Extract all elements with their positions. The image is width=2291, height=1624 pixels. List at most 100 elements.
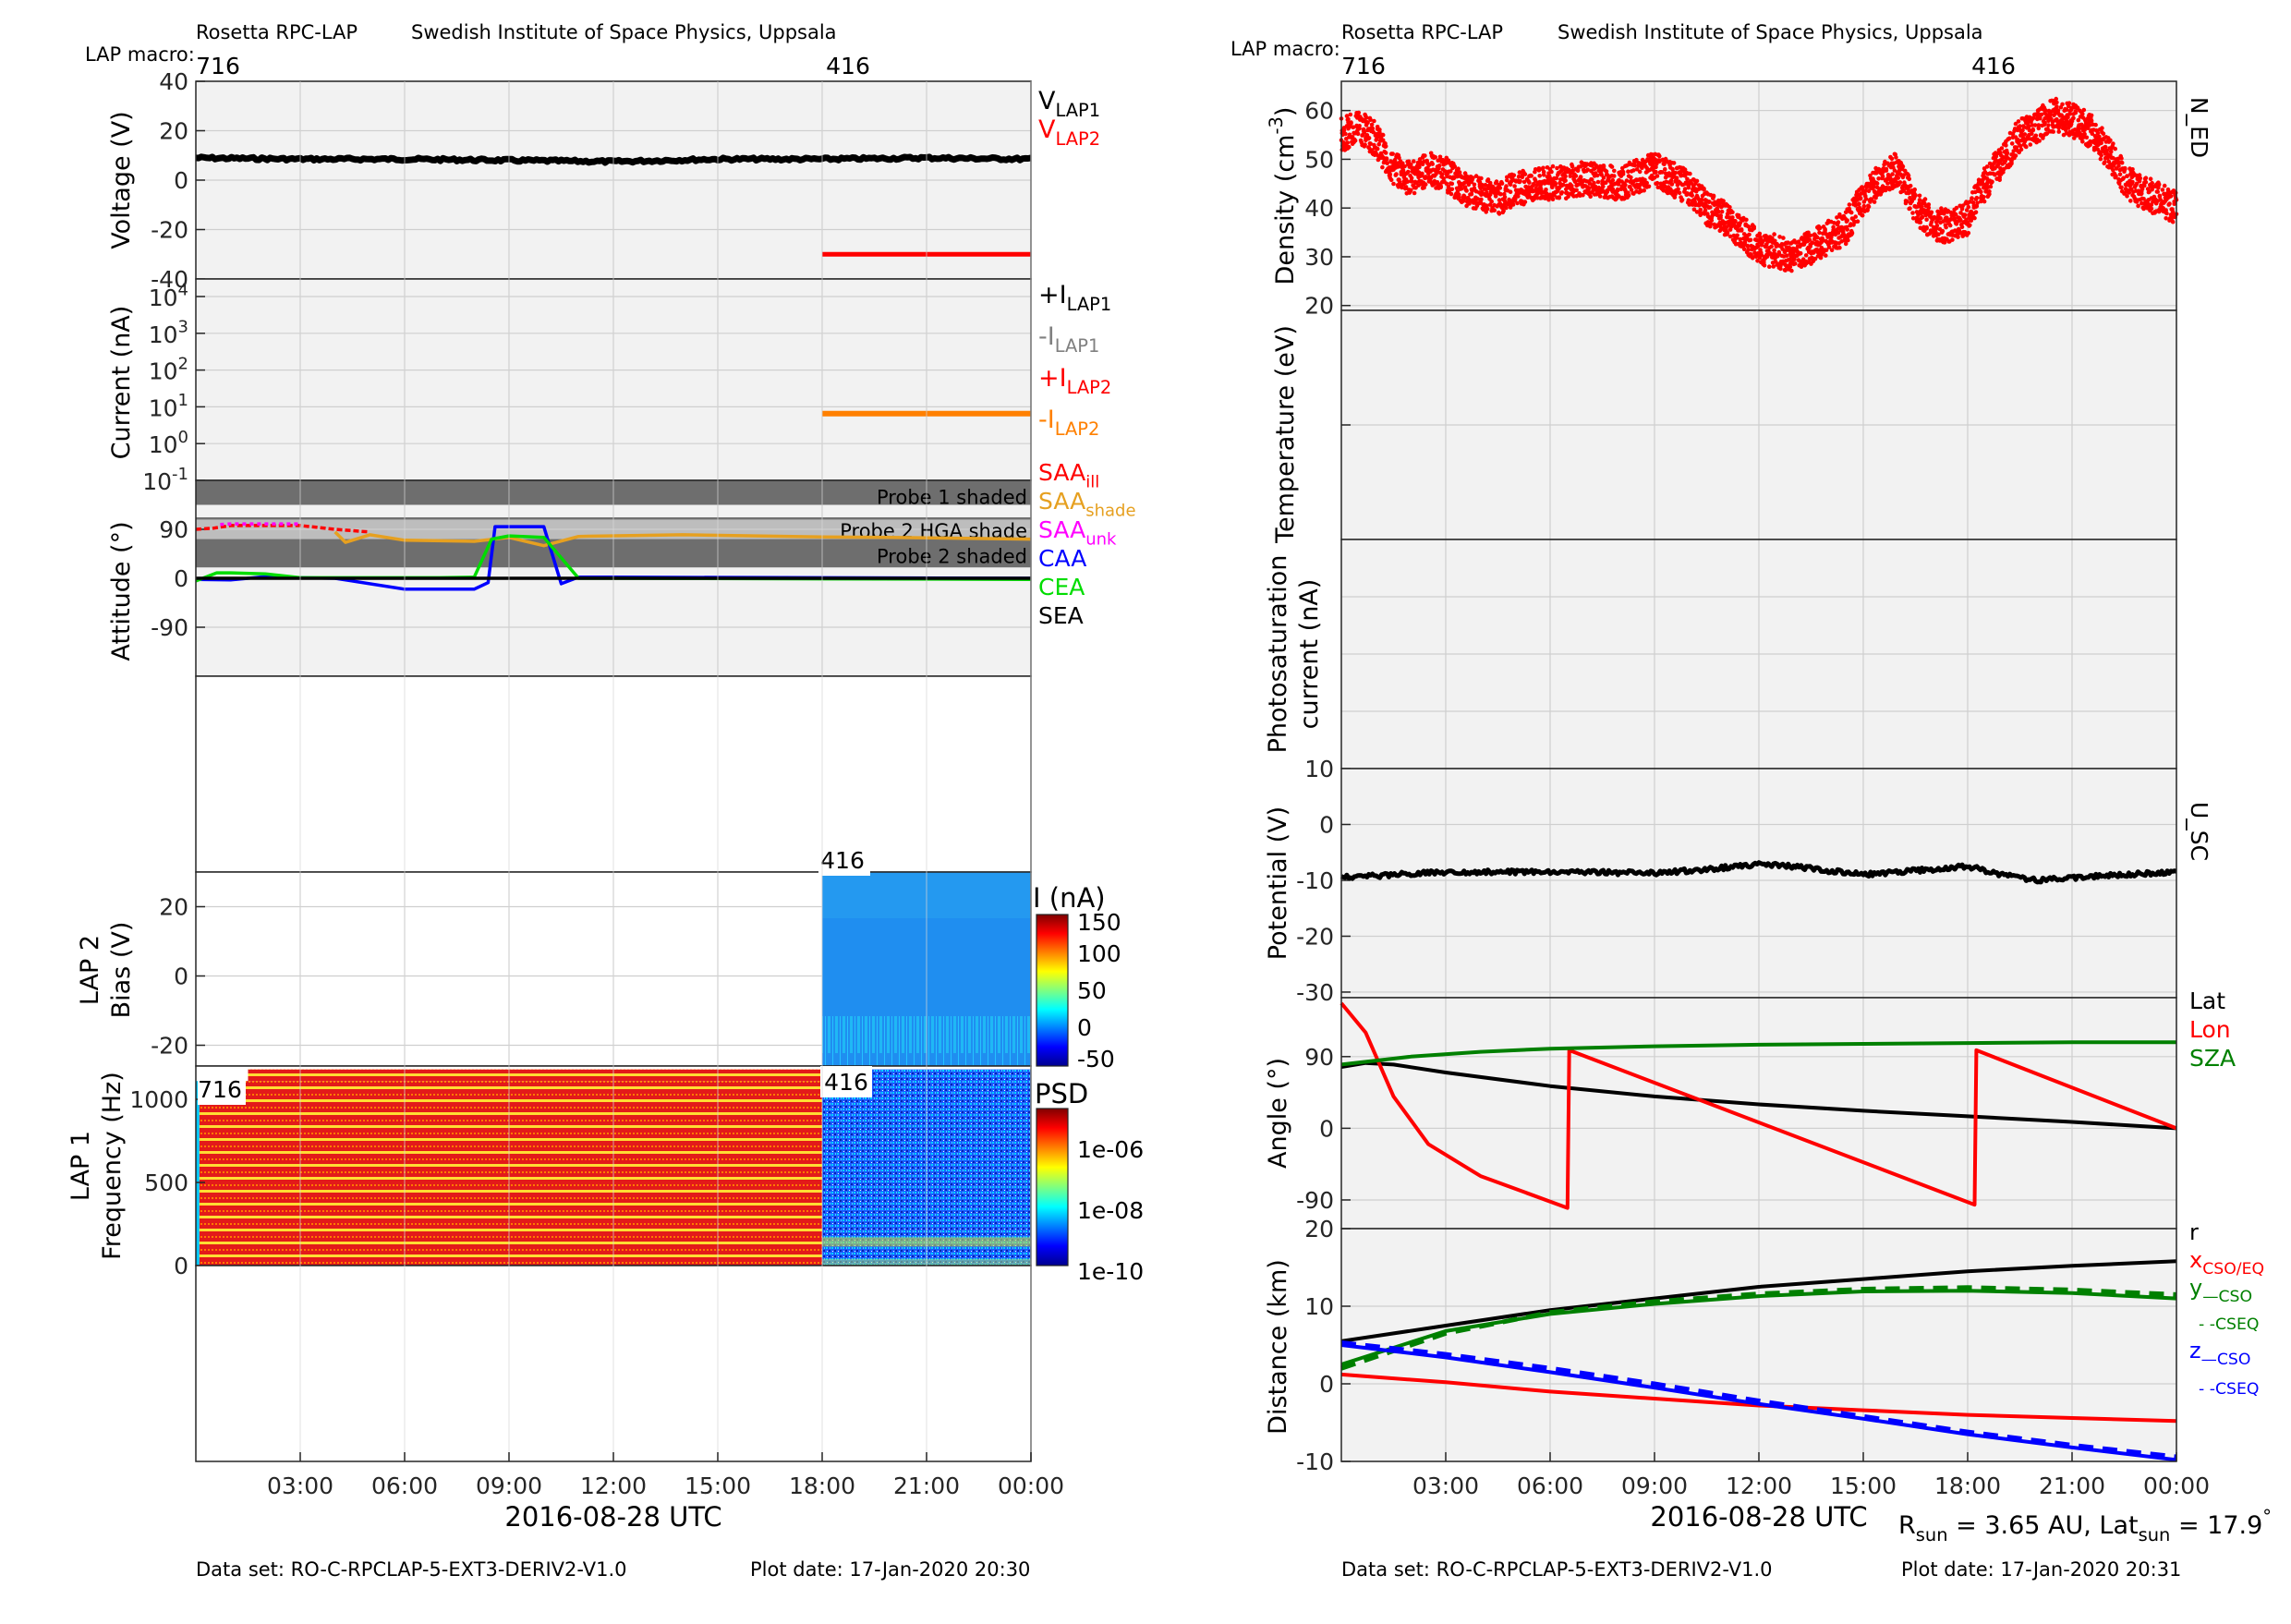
density-point — [1735, 233, 1739, 238]
density-point — [1634, 167, 1640, 172]
lap1-colorbar-title: PSD — [1035, 1078, 1088, 1109]
density-point — [1752, 224, 1756, 229]
density-point — [1849, 210, 1854, 215]
density-point — [1968, 200, 1972, 204]
density-point — [1929, 210, 1934, 215]
density-point — [1823, 226, 1827, 232]
distance-tick-2: 0 — [1319, 1371, 1334, 1398]
density-point — [2100, 126, 2104, 130]
density-point — [1631, 168, 1636, 173]
density-point — [1954, 222, 1959, 226]
density-point — [1597, 194, 1603, 199]
density-point — [1711, 194, 1716, 199]
distance-legend-1: xCSO/EQ​ — [2189, 1247, 2264, 1279]
density-point — [1460, 186, 1464, 191]
density-point — [2013, 121, 2018, 127]
density-point — [1939, 206, 1944, 211]
density-point — [1637, 182, 1642, 188]
density-point — [1520, 175, 1525, 179]
density-point — [1533, 167, 1538, 172]
density-point — [2055, 100, 2059, 105]
density-point — [1385, 161, 1389, 165]
right-xaxis-label: 2016-08-28 UTC — [1650, 1501, 1867, 1533]
density-point — [1466, 182, 1472, 188]
density-point — [1563, 174, 1568, 179]
density-point — [1824, 253, 1828, 258]
potential-tick-1: -10 — [1296, 867, 1334, 894]
left-xaxis-label: 2016-08-28 UTC — [504, 1501, 721, 1533]
density-point — [1872, 200, 1877, 204]
density-point — [1493, 194, 1498, 199]
voltage-legend-1: VLAP2​ — [1038, 115, 1100, 150]
shade-label-probe1: Probe 1 shaded — [877, 487, 1027, 509]
attitude-tick-2: -90 — [151, 614, 188, 641]
density-point — [1406, 169, 1411, 175]
left-macro-716: 716 — [196, 53, 240, 79]
current-tick-0: 104​ — [149, 281, 188, 311]
attitude-legend-2: SAAunk​ — [1038, 516, 1117, 550]
density-point — [2139, 200, 2144, 206]
density-point — [1345, 140, 1351, 145]
density-point — [2046, 123, 2051, 127]
density-point — [1346, 116, 1351, 122]
density-point — [1347, 144, 1352, 150]
density-point — [1444, 181, 1449, 187]
voltage-tick-4: -40 — [151, 266, 188, 293]
density-point — [1380, 132, 1386, 138]
density-point — [1504, 184, 1509, 188]
density-point — [2128, 199, 2133, 203]
density-point — [1612, 168, 1617, 174]
density-point — [1815, 235, 1820, 240]
voltage-tick-0: 40 — [159, 68, 188, 95]
density-point — [1781, 236, 1786, 240]
density-point — [1485, 190, 1489, 195]
distance-tick-3: -10 — [1296, 1448, 1334, 1475]
density-point — [1626, 169, 1630, 174]
left-footer-plotdate: Plot date: 17-Jan-2020 20:30 — [750, 1558, 1030, 1581]
density-point — [1515, 200, 1520, 206]
density-point — [1866, 188, 1872, 193]
density-point — [1550, 164, 1556, 169]
density-point — [2090, 131, 2095, 136]
density-point — [1812, 256, 1818, 261]
density-point — [1894, 155, 1898, 160]
density-point — [2015, 137, 2020, 142]
density-point — [1958, 218, 1963, 223]
density-point — [1808, 244, 1812, 249]
density-point — [1982, 199, 1987, 204]
density-point — [1610, 177, 1616, 183]
right-macro-label: LAP macro: — [1230, 38, 1340, 60]
density-point — [1479, 176, 1484, 181]
density-point — [1479, 182, 1485, 188]
density-point — [2088, 142, 2092, 148]
density-point — [1698, 207, 1703, 212]
density-point — [1975, 200, 1980, 205]
density-point — [1536, 168, 1542, 173]
right-xtick-1: 06:00 — [1517, 1473, 1583, 1499]
density-point — [1516, 194, 1521, 199]
lap1-tick-1: 500 — [144, 1170, 188, 1196]
series-distance-3 — [1340, 1285, 2177, 1371]
density-point — [1890, 172, 1895, 176]
density-point — [1905, 199, 1909, 204]
density-point — [1984, 164, 1990, 169]
density-point — [1423, 182, 1428, 187]
temperature-ylabel: Temperature (eV) — [1271, 325, 1300, 544]
density-point — [2168, 194, 2174, 199]
density-point — [1685, 176, 1690, 182]
density-point — [1595, 179, 1601, 185]
density-point — [1982, 195, 1986, 200]
density-point — [2116, 164, 2121, 168]
rsun-lat-text: Rsun​ = 3.65 AU, Latsun​ = 17.9°​ — [1898, 1506, 2272, 1545]
density-point — [1376, 141, 1381, 147]
density-point — [1436, 164, 1442, 168]
current-legend-1: -ILAP1​ — [1038, 322, 1099, 357]
density-point — [1855, 219, 1861, 224]
density-point — [1623, 182, 1628, 188]
density-point — [1920, 204, 1924, 210]
distance-tick-0: 20 — [1304, 1216, 1334, 1242]
density-point — [1908, 206, 1912, 211]
density-point — [1663, 184, 1667, 189]
density-point — [1377, 129, 1382, 135]
lap2-colorbar-tick-3: 0 — [1077, 1014, 1092, 1041]
